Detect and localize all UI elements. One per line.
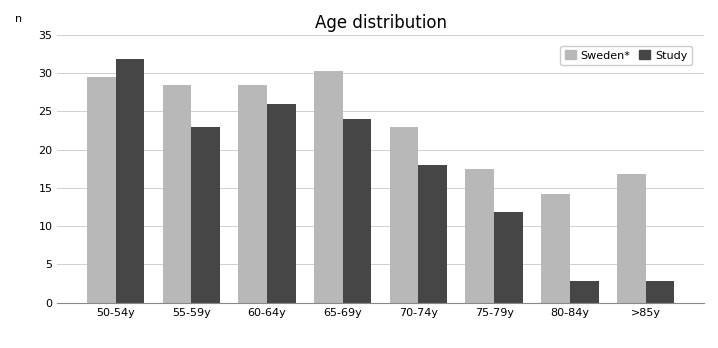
Bar xyxy=(419,165,447,303)
Bar xyxy=(617,174,645,303)
Title: Age distribution: Age distribution xyxy=(314,14,447,32)
Bar xyxy=(238,85,267,303)
Bar xyxy=(541,194,570,303)
Bar xyxy=(116,59,144,303)
Bar xyxy=(87,77,116,303)
Text: n: n xyxy=(15,14,22,24)
Bar xyxy=(645,281,674,303)
Bar xyxy=(162,85,191,303)
Bar xyxy=(390,127,419,303)
Bar xyxy=(314,71,342,303)
Bar xyxy=(342,119,371,303)
Bar xyxy=(191,127,220,303)
Bar xyxy=(465,169,494,303)
Bar xyxy=(267,104,296,303)
Bar xyxy=(570,281,599,303)
Bar xyxy=(494,212,523,303)
Legend: Sweden*, Study: Sweden*, Study xyxy=(561,46,691,65)
